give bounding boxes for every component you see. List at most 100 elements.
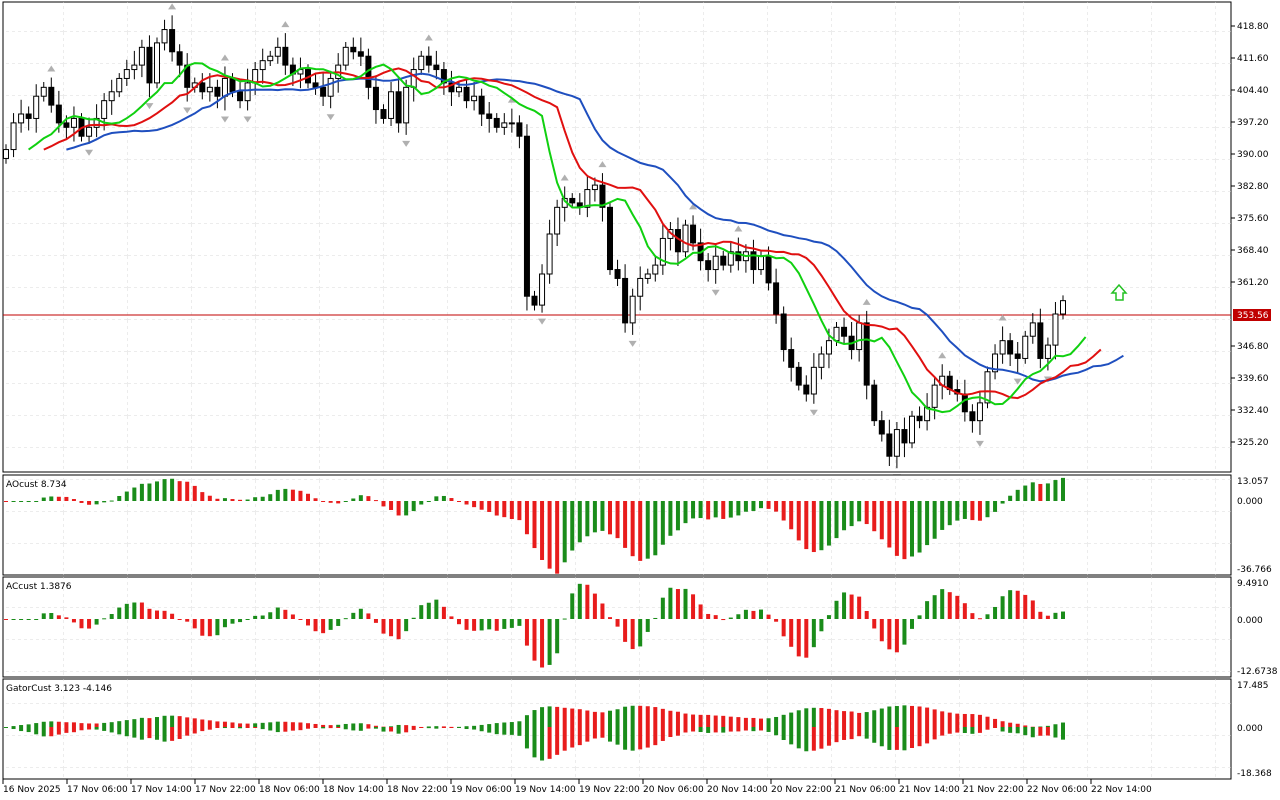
ac-bar [464, 619, 469, 630]
ao-bar [660, 501, 665, 545]
ao-indicator-pane[interactable]: AOcust 8.734 13.057 0.000 -36.766 [2, 474, 1272, 576]
candle [350, 37, 357, 60]
gator-lower-bar [11, 727, 16, 730]
candle [909, 410, 915, 449]
gator-upper-bar [691, 714, 696, 727]
candle [818, 346, 825, 380]
ac-bar [260, 615, 265, 619]
ao-bar [600, 501, 605, 531]
candle [878, 410, 885, 442]
ac-indicator-pane[interactable]: ACcust 1.3876 9.4910 0.000 -12.6738 [2, 576, 1278, 678]
candle [138, 39, 145, 78]
gator-upper-bar [275, 721, 280, 727]
gator-upper-bar [298, 722, 303, 727]
candle [463, 77, 470, 109]
ao-bar [373, 500, 378, 502]
candle [1022, 330, 1029, 364]
gator-upper-bar [434, 726, 439, 728]
gator-scale-zero: 0.000 [1237, 724, 1263, 734]
candle [622, 264, 629, 333]
ao-bar [849, 501, 854, 527]
price-tick-label: 382.80 [1237, 182, 1269, 192]
time-tick-label: 21 Nov 06:00 [835, 785, 896, 795]
ao-bar [683, 501, 688, 524]
gator-upper-bar [932, 709, 937, 727]
candle [508, 108, 515, 133]
ao-bar [396, 501, 401, 516]
candle [644, 268, 651, 284]
ao-bar [283, 488, 288, 501]
ao-bar [864, 501, 869, 525]
gator-upper-bar [985, 716, 990, 727]
gator-upper-bar [260, 722, 265, 727]
ao-bar [509, 501, 514, 520]
gator-lower-bar [781, 727, 786, 740]
fractal-up-icon [598, 161, 607, 168]
gator-lower-bar [434, 727, 439, 729]
gator-upper-bar [925, 707, 930, 727]
gator-lower-bar [766, 727, 771, 732]
ac-bar [147, 608, 152, 619]
candle [1007, 333, 1014, 366]
ac-bar [759, 609, 763, 619]
ac-bar [736, 614, 741, 619]
candle [25, 106, 32, 131]
buy-signal-arrow-icon [1110, 283, 1128, 301]
ac-bar [109, 614, 114, 619]
ac-bar [1008, 590, 1013, 619]
ac-bar [834, 600, 839, 619]
gator-upper-bar [1061, 722, 1065, 727]
ac-bar [615, 619, 620, 627]
ao-bar [532, 501, 537, 549]
ac-bar [872, 619, 877, 629]
gator-upper-bar [842, 711, 847, 727]
gator-lower-bar [668, 727, 673, 738]
fractal-up-icon [168, 3, 177, 10]
gator-upper-bar [623, 706, 628, 727]
gator-lower-bar [917, 727, 922, 747]
candle [70, 106, 77, 142]
ac-bar [623, 619, 628, 642]
gator-indicator-pane[interactable]: GatorCust 3.123 -4.146 17.485 0.000 -18.… [2, 678, 1272, 780]
ac-bar [849, 594, 854, 619]
ac-bar [600, 603, 605, 619]
gator-lower-bar [653, 727, 658, 746]
candle [1037, 308, 1044, 369]
gator-upper-bar [56, 721, 61, 727]
candle [259, 48, 266, 84]
ao-bar [962, 501, 967, 519]
candle [591, 177, 598, 202]
gator-upper-bar [532, 710, 537, 727]
main-price-pane[interactable] [2, 1, 1232, 481]
ac-bar [132, 602, 137, 619]
fractal-up-icon [424, 34, 433, 41]
gator-upper-bar [585, 710, 590, 727]
gator-lower-bar [1061, 727, 1065, 740]
ac-bar [343, 618, 348, 620]
gator-upper-bar [759, 718, 763, 727]
gator-upper-bar [834, 710, 839, 727]
price-tick-label: 346.80 [1237, 342, 1269, 352]
fractal-up-icon [220, 54, 229, 61]
fractal-up-icon [560, 174, 569, 181]
time-tick-label: 18 Nov 14:00 [323, 785, 384, 795]
ac-bar [653, 617, 658, 619]
time-tick-label: 20 Nov 22:00 [771, 785, 832, 795]
candle [614, 259, 621, 286]
gator-lower-bar [887, 727, 892, 750]
gator-lower-bar [524, 727, 529, 749]
gator-lower-bar [615, 727, 620, 745]
candle [727, 242, 734, 273]
gator-lower-bar [540, 727, 545, 761]
gator-lower-bar [177, 727, 182, 739]
ao-bar [698, 501, 703, 519]
gator-upper-bar [600, 712, 605, 727]
ao-scale-zero: 0.000 [1237, 497, 1263, 507]
time-tick-label: 18 Nov 06:00 [259, 785, 320, 795]
gator-upper-bar [472, 725, 477, 727]
candle [788, 337, 795, 382]
ac-bar [977, 618, 982, 620]
ac-bar [728, 617, 733, 619]
ac-bar [26, 619, 31, 620]
gator-upper-bar [789, 712, 794, 727]
